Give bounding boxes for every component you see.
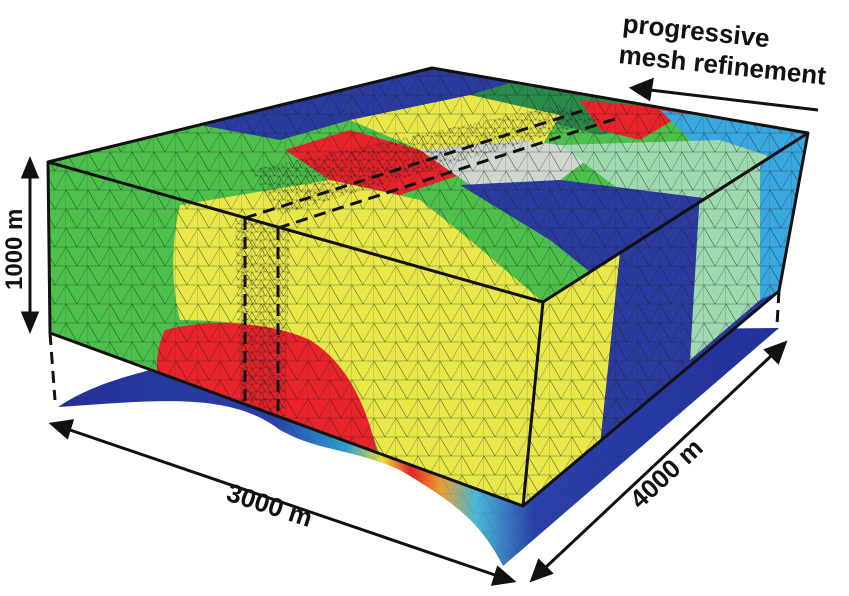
refinement-zone-dashes <box>48 108 781 418</box>
front-face <box>48 162 543 506</box>
height-label: 1000 m <box>1 209 28 290</box>
dimension-arrows <box>20 77 819 586</box>
width-label: 3000 m <box>223 477 316 533</box>
top-face <box>48 68 808 302</box>
block-outline <box>46 66 810 508</box>
side-face <box>523 133 808 506</box>
